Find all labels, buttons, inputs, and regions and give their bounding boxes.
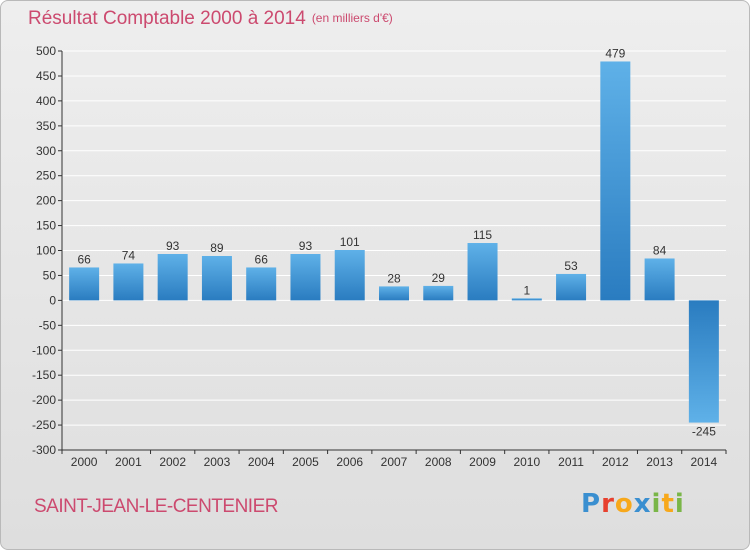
logo-letter-3: x	[633, 489, 652, 519]
x-tick-label-2005: 2005	[292, 455, 319, 469]
logo-letter-1: r	[601, 489, 615, 519]
value-label-2006: 101	[340, 235, 360, 249]
value-label-2014: -245	[692, 425, 716, 439]
bar-2002	[157, 253, 188, 301]
x-tick-label-2006: 2006	[336, 455, 363, 469]
bar-2014	[688, 300, 719, 423]
x-tick-label-2000: 2000	[71, 455, 98, 469]
y-tick-label: -150	[32, 368, 56, 382]
value-label-2013: 84	[653, 243, 667, 257]
value-label-2002: 93	[166, 239, 180, 253]
bar-2004	[246, 267, 277, 301]
x-tick-label-2008: 2008	[425, 455, 452, 469]
bar-2000	[69, 267, 100, 301]
y-tick-label: 500	[36, 44, 56, 58]
y-tick-label: -50	[39, 318, 57, 332]
x-tick-label-2002: 2002	[159, 455, 186, 469]
value-label-2003: 89	[210, 241, 224, 255]
y-tick-label: 0	[49, 293, 56, 307]
y-tick-label: 100	[36, 244, 56, 258]
logo-letter-6: i	[674, 489, 685, 519]
y-tick-label: -300	[32, 443, 56, 457]
proxiti-logo[interactable]: Proxiti	[581, 489, 685, 519]
y-tick-label: 350	[36, 119, 56, 133]
value-label-2000: 66	[77, 252, 91, 266]
bar-2013	[644, 258, 675, 301]
bar-2001	[113, 263, 144, 301]
bar-2009	[467, 243, 498, 301]
bar-2003	[201, 255, 232, 301]
y-tick-label: -100	[32, 343, 56, 357]
logo-letter-5: t	[661, 489, 675, 519]
x-tick-label-2014: 2014	[691, 455, 718, 469]
y-tick-label: 200	[36, 194, 56, 208]
chart-title: Résultat Comptable 2000 à 2014 (en millie…	[28, 8, 393, 30]
chart-title-text: Résultat Comptable 2000 à 2014	[28, 8, 306, 29]
x-tick-label-2009: 2009	[469, 455, 496, 469]
value-label-2009: 115	[473, 228, 492, 242]
bar-2008	[423, 285, 454, 301]
bar-2011	[556, 273, 587, 301]
value-label-2005: 93	[299, 239, 313, 253]
bar-2012	[600, 61, 631, 301]
x-tick-label-2003: 2003	[204, 455, 231, 469]
x-tick-label-2001: 2001	[115, 455, 142, 469]
value-label-2010: 1	[523, 283, 530, 297]
y-tick-label: 300	[36, 144, 56, 158]
bar-2005	[290, 253, 321, 301]
x-tick-label-2004: 2004	[248, 455, 275, 469]
bar-2010	[511, 298, 542, 301]
x-tick-label-2011: 2011	[558, 455, 584, 469]
x-tick-label-2012: 2012	[602, 455, 629, 469]
x-tick-label-2010: 2010	[513, 455, 540, 469]
y-tick-label: -200	[32, 393, 56, 407]
value-label-2012: 479	[605, 46, 625, 60]
chart-unit: (en milliers d'€)	[311, 11, 393, 25]
logo-letter-0: P	[581, 489, 602, 519]
y-tick-label: 450	[36, 69, 56, 83]
value-label-2011: 53	[564, 259, 578, 273]
value-label-2004: 66	[255, 252, 269, 266]
value-label-2008: 29	[432, 271, 446, 285]
value-label-2001: 74	[122, 248, 136, 262]
x-tick-label-2007: 2007	[381, 455, 408, 469]
value-label-2007: 28	[387, 271, 401, 285]
logo-letter-2: o	[614, 489, 634, 519]
x-tick-label-2013: 2013	[646, 455, 673, 469]
commune-name: SAINT-JEAN-LE-CENTENIER	[34, 496, 278, 517]
logo-letter-4: i	[651, 489, 662, 519]
y-tick-label: 250	[36, 169, 56, 183]
y-tick-label: 150	[36, 219, 56, 233]
y-tick-label: 50	[43, 268, 57, 282]
bar-2007	[379, 286, 409, 301]
y-tick-label: 400	[36, 94, 56, 108]
y-tick-label: -250	[32, 418, 56, 432]
bar-2006	[334, 250, 365, 301]
